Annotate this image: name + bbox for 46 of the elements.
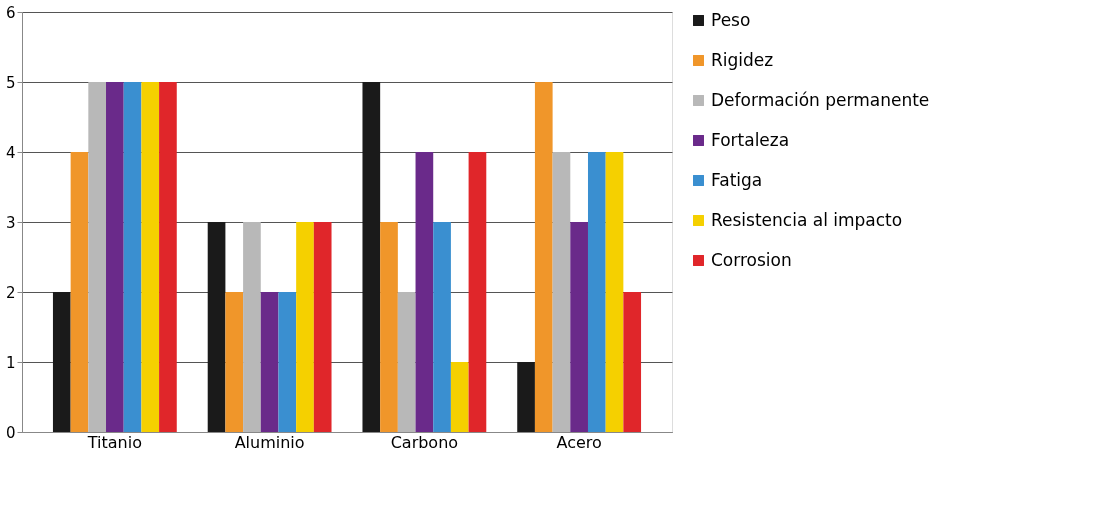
bar — [570, 222, 588, 432]
y-tick-label: 6 — [5, 3, 16, 22]
bar — [415, 152, 434, 432]
bar — [362, 82, 381, 432]
y-tick-label: 3 — [5, 213, 16, 232]
x-tick-label: Titanio — [86, 432, 142, 452]
bar — [207, 222, 226, 432]
legend-label: Fortaleza — [711, 129, 790, 150]
bar — [552, 152, 571, 432]
bar — [159, 82, 177, 432]
bar — [605, 152, 624, 432]
bar — [88, 82, 107, 432]
bar — [450, 362, 469, 432]
bar — [397, 292, 416, 432]
x-tick-label: Aluminio — [234, 432, 305, 452]
bar — [225, 292, 244, 432]
bar — [468, 152, 487, 432]
bar — [517, 362, 535, 432]
y-tick-label: 5 — [5, 73, 16, 92]
bar — [313, 222, 332, 432]
y-tick-label: 4 — [5, 143, 16, 162]
bar — [380, 222, 398, 432]
bar — [296, 222, 314, 432]
bar — [123, 82, 142, 432]
bar — [278, 292, 297, 432]
legend-label: Peso — [711, 9, 751, 30]
legend-label: Deformación permanente — [711, 89, 930, 110]
x-tick-label: Carbono — [390, 432, 459, 452]
y-tick-label: 2 — [5, 283, 16, 302]
bar — [52, 292, 71, 432]
bar — [623, 292, 642, 432]
bar — [70, 152, 89, 432]
bar — [106, 82, 124, 432]
legend-label: Resistencia al impacto — [711, 209, 903, 230]
bar — [587, 152, 606, 432]
bar — [534, 82, 553, 432]
x-tick-label: Acero — [556, 432, 602, 452]
legend-label: Rigidez — [711, 49, 774, 70]
y-tick-label: 0 — [5, 423, 16, 442]
bar — [141, 82, 160, 432]
legend-label: Fatiga — [711, 169, 763, 190]
bar — [243, 222, 261, 432]
legend-label: Corrosion — [711, 249, 792, 270]
bar — [433, 222, 451, 432]
bar — [260, 292, 279, 432]
y-tick-label: 1 — [5, 353, 16, 372]
